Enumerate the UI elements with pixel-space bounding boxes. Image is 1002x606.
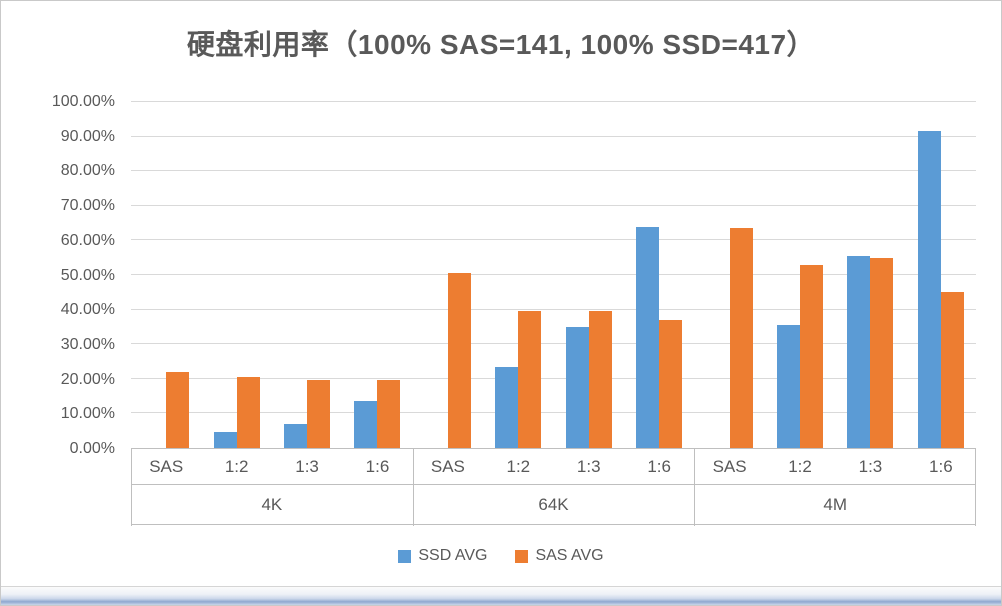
plot-area: [131, 101, 976, 449]
y-axis-label: 50.00%: [60, 266, 115, 284]
bar-slot-1-6: [624, 102, 694, 448]
bar-slot-1-6: [342, 102, 412, 448]
legend-item-ssd-avg: SSD AVG: [398, 547, 487, 565]
y-axis-label: 30.00%: [60, 335, 115, 353]
gridline: [131, 101, 976, 102]
y-axis: 100.00% 90.00% 80.00% 70.00% 60.00% 50.00% 40.…: [1, 93, 123, 457]
bar-sas-avg: [940, 292, 964, 448]
category-label: 1:3: [858, 456, 883, 476]
axis-tick-separator: [131, 449, 132, 526]
y-axis-label: 80.00%: [60, 162, 115, 180]
bar-slot-sas: [131, 102, 201, 448]
bar-series: [131, 102, 976, 448]
axis-tick-separator: [694, 449, 696, 526]
bar-sas-avg: [166, 371, 190, 448]
category-label-row: SAS 1:2 1:3 1:6 SAS 1:2 1:3 1:6 SAS 1:2 1:3 1:6: [131, 449, 976, 485]
bar-sas-avg: [307, 379, 331, 448]
gridline: [131, 204, 976, 206]
legend-item-sas-avg: SAS AVG: [515, 547, 604, 565]
bar-group-4m: [694, 102, 976, 448]
bar-sas-avg: [870, 257, 894, 448]
bar-group-64k: [413, 102, 695, 448]
category-label: SAS: [430, 456, 465, 476]
bar-sas-avg: [236, 377, 260, 448]
gridline: [131, 170, 976, 172]
group-label-row: 4K 64K 4M: [131, 485, 976, 525]
gridline: [131, 135, 976, 137]
y-axis-label: 10.00%: [60, 405, 115, 423]
bar-sas-avg: [729, 228, 753, 448]
gridline: [131, 377, 976, 379]
category-label: 1:2: [506, 456, 531, 476]
y-axis-label: 100.00%: [51, 93, 115, 110]
category-label: 1:2: [788, 456, 812, 476]
bar-sas-avg: [377, 379, 401, 448]
y-axis-label: 70.00%: [60, 197, 115, 215]
bar-ssd-avg: [213, 432, 237, 448]
gridline: [131, 308, 976, 310]
gridline: [131, 239, 976, 241]
bar-sas-avg: [659, 319, 683, 448]
category-label: 1:6: [929, 456, 953, 476]
bar-sas-avg: [799, 264, 823, 448]
legend: SSD AVG SAS AVG: [1, 547, 1001, 565]
bar-slot-sas: [694, 102, 764, 448]
legend-label: SAS AVG: [535, 547, 604, 564]
y-axis-label: 90.00%: [60, 127, 115, 145]
axis-tick-separator: [975, 449, 976, 526]
bar-slot-1-3: [554, 102, 624, 448]
bar-ssd-avg: [847, 255, 871, 448]
bar-ssd-avg: [354, 401, 378, 448]
bar-ssd-avg: [495, 366, 519, 448]
category-label: SAS: [712, 456, 747, 476]
y-axis-label: 0.00%: [69, 440, 115, 457]
x-axis: SAS 1:2 1:3 1:6 SAS 1:2 1:3 1:6 SAS 1:2 1:3 1:6 4K 6…: [131, 449, 976, 526]
group-label: 4K: [261, 494, 283, 514]
y-axis-label: 60.00%: [60, 231, 115, 249]
category-label: 1:6: [365, 456, 390, 476]
bar-slot-1-3: [272, 102, 342, 448]
bar-sas-avg: [518, 311, 542, 448]
legend-swatch: [398, 549, 412, 563]
bar-group-4k: [131, 102, 413, 448]
bar-slot-1-2: [483, 102, 553, 448]
bar-slot-sas: [413, 102, 483, 448]
bar-slot-1-2: [201, 102, 271, 448]
bar-ssd-avg: [636, 226, 660, 448]
legend-label: SSD AVG: [418, 547, 488, 564]
bar-slot-1-2: [765, 102, 835, 448]
axis-tick-separator: [412, 449, 414, 526]
bar-sas-avg: [447, 273, 471, 448]
category-label: 1:6: [647, 456, 671, 476]
bar-slot-1-6: [906, 102, 976, 448]
bottom-edge-decoration: [1, 586, 1001, 605]
gridline: [131, 412, 976, 414]
group-label: 4M: [823, 494, 847, 514]
bar-sas-avg: [588, 311, 612, 448]
category-label: 1:2: [224, 456, 249, 476]
bar-ssd-avg: [565, 326, 589, 448]
category-label: 1:3: [295, 456, 319, 476]
y-axis-label: 40.00%: [60, 301, 115, 319]
gridline: [131, 343, 976, 345]
category-label: SAS: [149, 456, 184, 476]
bar-ssd-avg: [776, 325, 800, 448]
gridline: [131, 274, 976, 275]
bar-ssd-avg: [917, 131, 941, 448]
chart-title: 硬盘利用率（100% SAS=141, 100% SSD=417）: [186, 29, 816, 60]
y-axis-label: 20.00%: [60, 370, 115, 388]
legend-swatch: [515, 549, 529, 563]
bar-ssd-avg: [284, 423, 308, 448]
category-label: 1:3: [576, 456, 601, 476]
group-label: 64K: [538, 494, 569, 514]
bar-slot-1-3: [835, 102, 905, 448]
